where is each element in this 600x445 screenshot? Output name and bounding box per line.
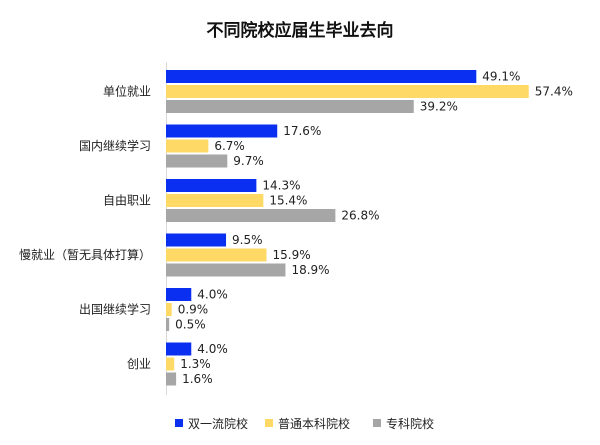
category-label: 国内继续学习	[79, 138, 151, 153]
category-label: 单位就业	[103, 84, 151, 99]
value-label: 0.9%	[178, 303, 209, 317]
value-label: 39.2%	[420, 100, 458, 114]
bar	[166, 372, 177, 386]
legend-swatch	[265, 419, 273, 427]
bar	[166, 194, 264, 207]
bar	[166, 357, 175, 371]
value-label: 49.1%	[482, 70, 520, 84]
bar	[166, 70, 477, 83]
bar	[166, 179, 257, 192]
bar	[166, 248, 267, 262]
bar	[166, 288, 192, 301]
value-label: 1.6%	[182, 372, 213, 386]
bar	[166, 154, 228, 168]
chart-title: 不同院校应届生毕业去向	[207, 20, 394, 41]
category-label: 慢就业（暂无具体打算）	[19, 247, 151, 262]
value-label: 17.6%	[283, 124, 321, 138]
value-labels: 49.1% 57.4% 39.2% 17.6% 6.7%9.7% 14.3%15.4% 26…	[175, 70, 573, 387]
value-label: 18.9%	[291, 263, 329, 277]
category-label: 出国继续学习	[79, 302, 151, 317]
legend-label: 双一流院校	[188, 416, 248, 431]
legend-swatch	[175, 419, 183, 427]
legend-swatch	[373, 419, 381, 427]
legend-label: 普通本科院校	[278, 416, 350, 431]
value-label: 0.5%	[175, 318, 206, 332]
value-label: 4.0%	[197, 288, 228, 302]
category-label: 创业	[127, 357, 151, 371]
bar	[166, 303, 172, 316]
category-label: 自由职业	[103, 194, 151, 208]
bar	[166, 318, 170, 331]
bar	[166, 209, 336, 222]
bar	[166, 233, 227, 247]
bar	[166, 85, 529, 98]
value-label: 15.4%	[269, 194, 307, 208]
bar	[166, 100, 414, 113]
value-label: 26.8%	[341, 209, 379, 223]
value-label: 4.0%	[197, 342, 228, 356]
value-label: 57.4%	[535, 85, 573, 99]
value-label: 9.5%	[232, 233, 262, 247]
legend: 双一流院校 普通本科院校 专科院校	[175, 416, 434, 431]
legend-label: 专科院校	[386, 416, 434, 431]
value-label: 9.7%	[233, 154, 264, 168]
value-label: 15.9%	[272, 248, 310, 262]
bar	[166, 139, 209, 153]
bars-group	[166, 70, 529, 386]
value-label: 1.3%	[180, 357, 211, 371]
value-label: 6.7%	[214, 139, 245, 153]
bar	[166, 263, 286, 277]
bar	[166, 342, 192, 356]
bar	[166, 124, 278, 138]
value-label: 14.3%	[262, 179, 300, 193]
